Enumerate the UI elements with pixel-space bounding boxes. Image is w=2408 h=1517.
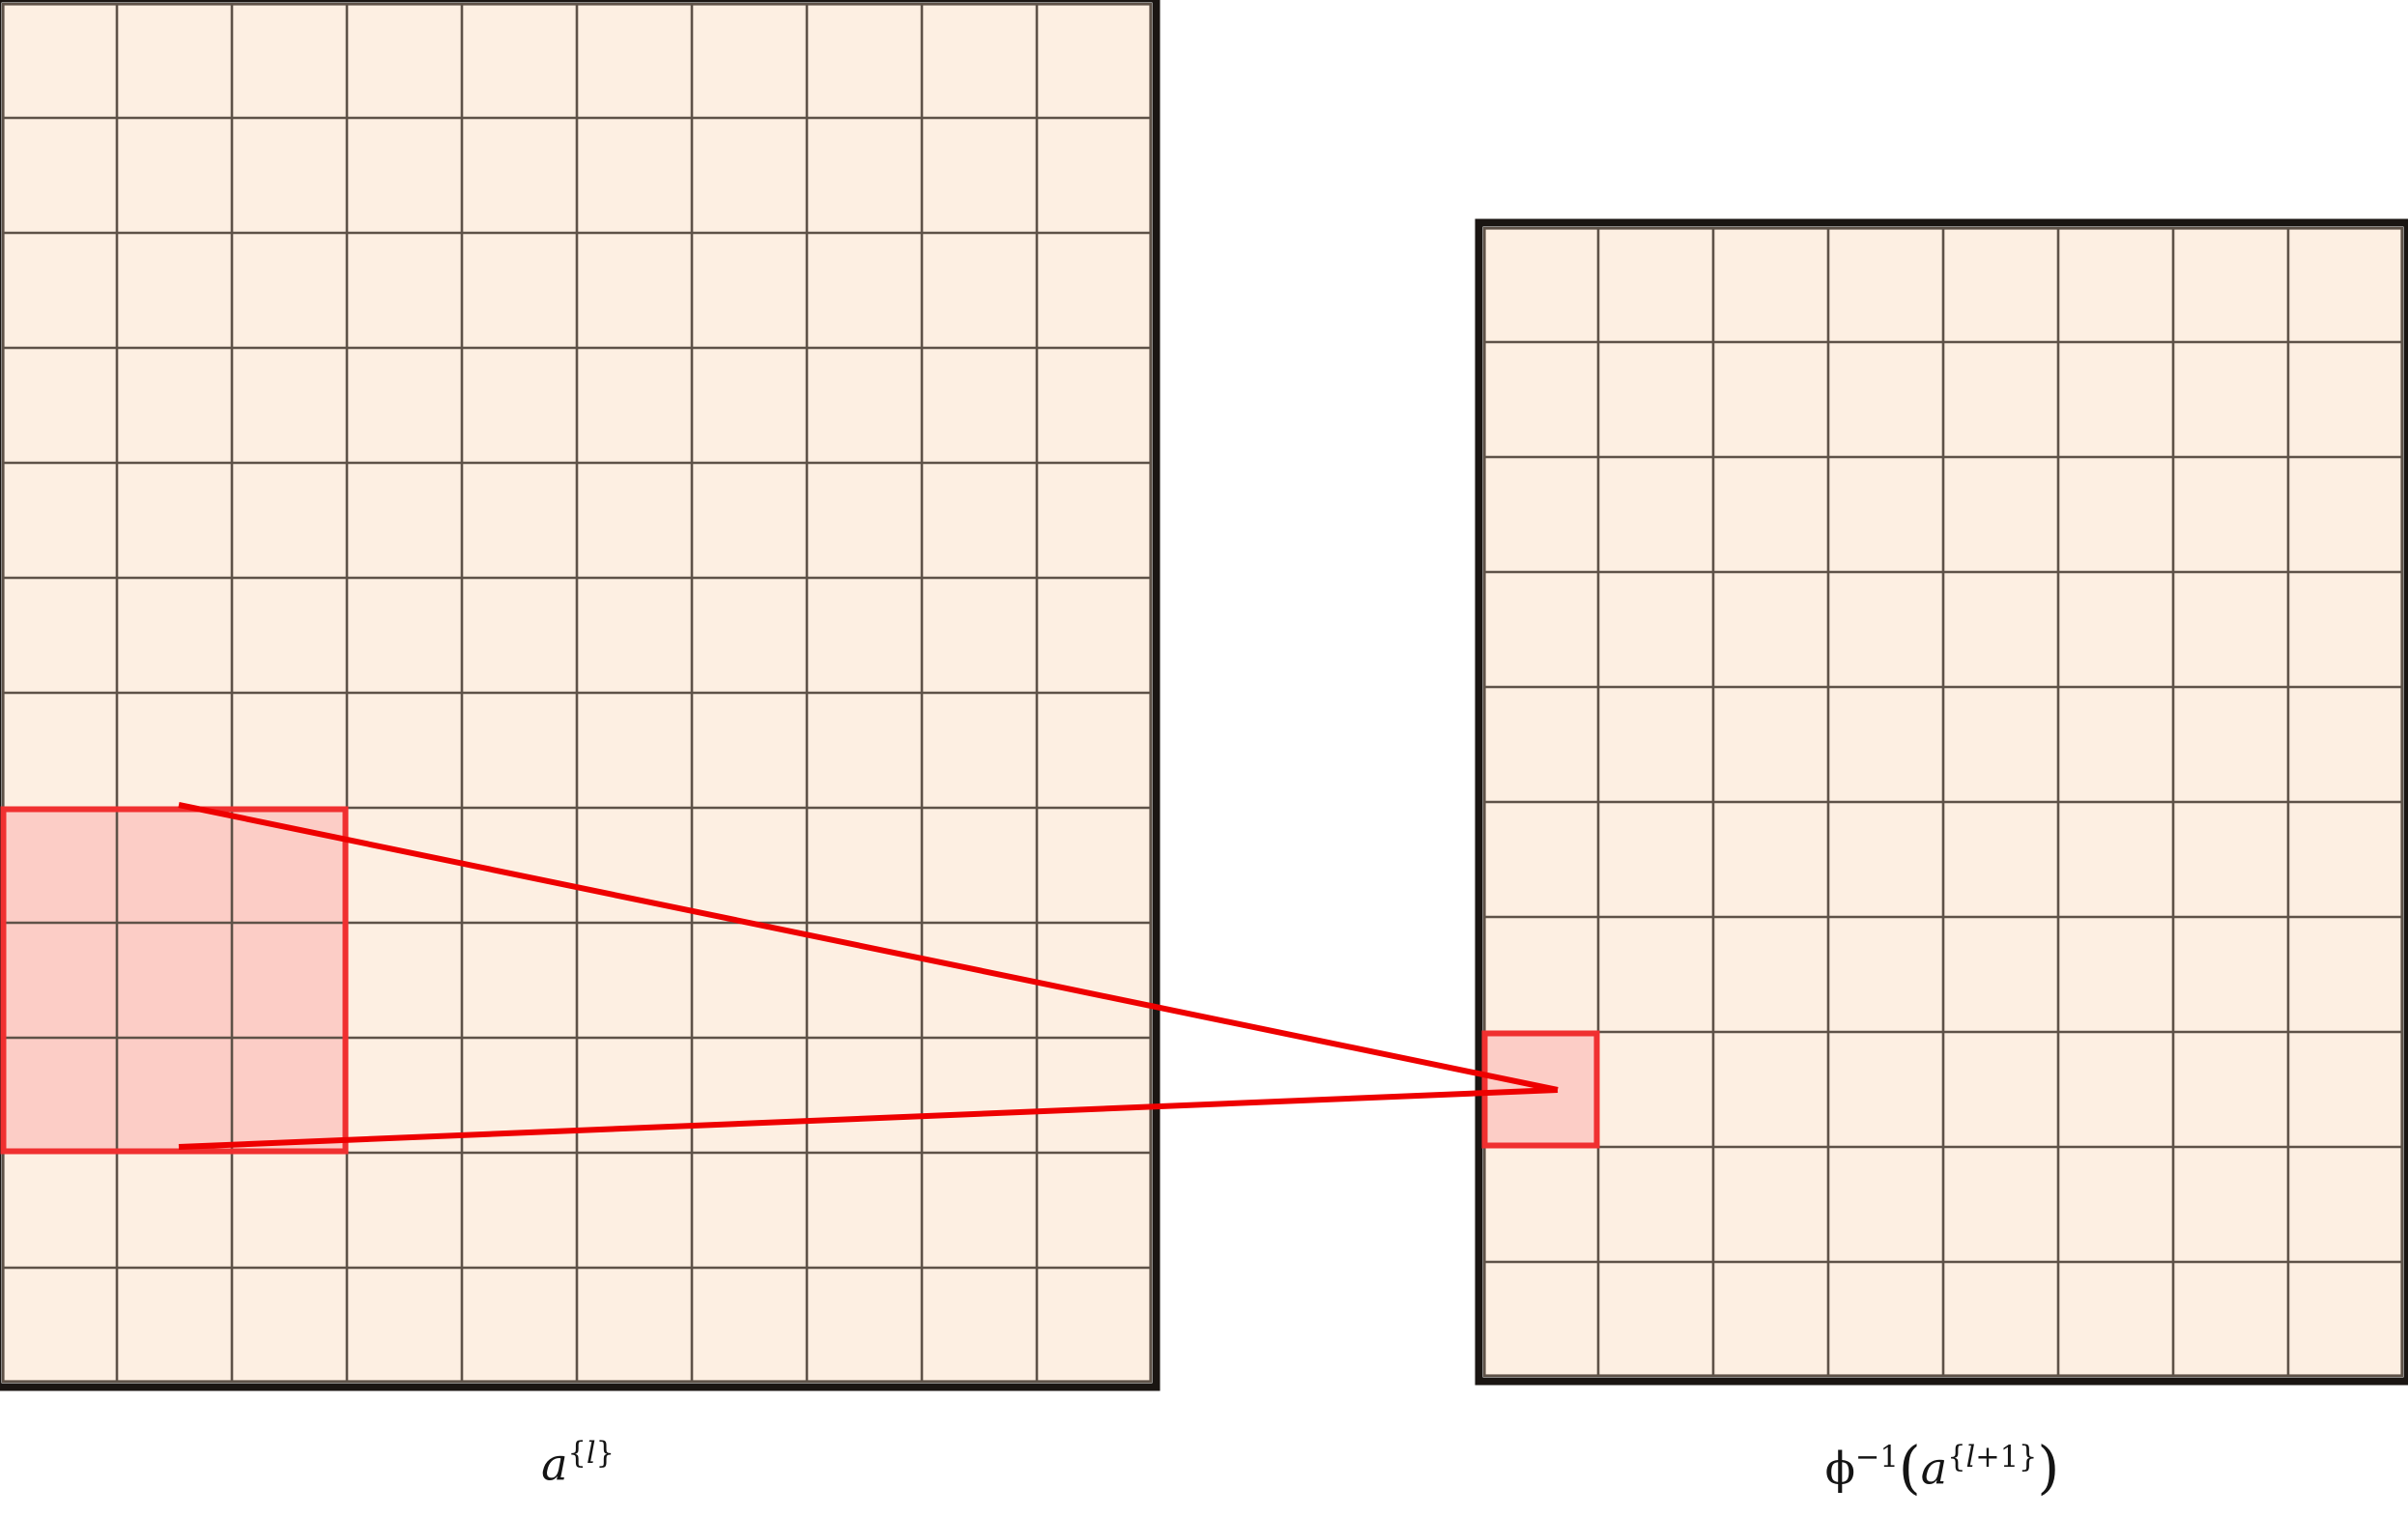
- activation-grid-layer-l-plus-1-svg: [1475, 218, 2408, 1386]
- caption-right-superscript: {l+1}: [1947, 1440, 2038, 1474]
- grid-inner-border: [1, 2, 1153, 1384]
- grid-inner-border: [1482, 226, 2404, 1378]
- receptive-field-highlight-fill[interactable]: [1483, 1032, 1598, 1147]
- caption-activation-layer-l: a{l}: [191, 1437, 964, 1486]
- grid-lines: [1483, 227, 2403, 1377]
- caption-right-phi-superscript: −1: [1855, 1440, 1899, 1474]
- caption-right-phi-icon: ϕ: [1824, 1442, 1856, 1495]
- activation-grid-layer-l-svg: [0, 0, 1161, 1391]
- activation-grid-layer-l-plus-1[interactable]: [1474, 217, 2408, 1387]
- grid-outer-border: [0, 0, 1161, 1391]
- caption-right-symbol: a: [1920, 1442, 1948, 1495]
- receptive-field-highlight-fill[interactable]: [2, 808, 347, 1153]
- caption-inverse-phi-activation-layer-l-plus-1: ϕ−1(a{l+1}): [1556, 1439, 2329, 1497]
- caption-left-symbol: a: [541, 1438, 568, 1491]
- activation-grid-layer-l[interactable]: [0, 0, 1161, 1392]
- caption-right-open-paren: (: [1898, 1434, 1921, 1501]
- grid-lines: [2, 3, 1152, 1383]
- caption-right-close-paren: ): [2037, 1434, 2060, 1501]
- caption-left-superscript: {l}: [567, 1437, 615, 1471]
